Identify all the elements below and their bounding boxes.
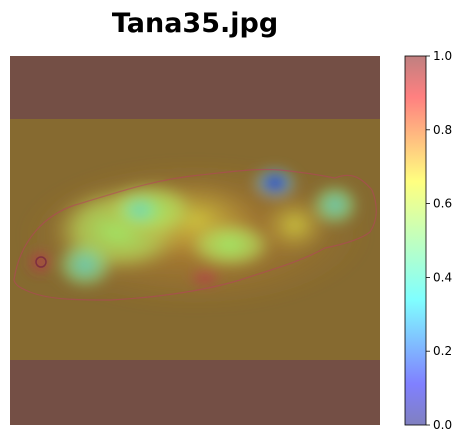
colorbar-tick-label: 0.0 <box>433 418 452 432</box>
colorbar-tick-label: 0.2 <box>433 344 452 358</box>
heatmap-image <box>10 56 380 425</box>
fish-outline <box>13 168 377 301</box>
colorbar-ticks: 0.0 0.2 0.4 0.6 0.8 1.0 <box>426 49 452 432</box>
colorbar-frame <box>404 55 427 426</box>
chart-title: Tana35.jpg <box>112 8 278 39</box>
colorbar-tick-label: 1.0 <box>433 49 452 63</box>
attention-overlay <box>20 160 370 310</box>
colorbar-tick-label: 0.8 <box>433 123 452 137</box>
colorbar-gradient <box>405 56 426 425</box>
colorbar-tick-label: 0.6 <box>433 197 452 211</box>
colorbar: 0.0 0.2 0.4 0.6 0.8 1.0 <box>404 49 452 432</box>
colorbar-tick-label: 0.4 <box>433 270 452 284</box>
fish-eye <box>35 256 47 268</box>
